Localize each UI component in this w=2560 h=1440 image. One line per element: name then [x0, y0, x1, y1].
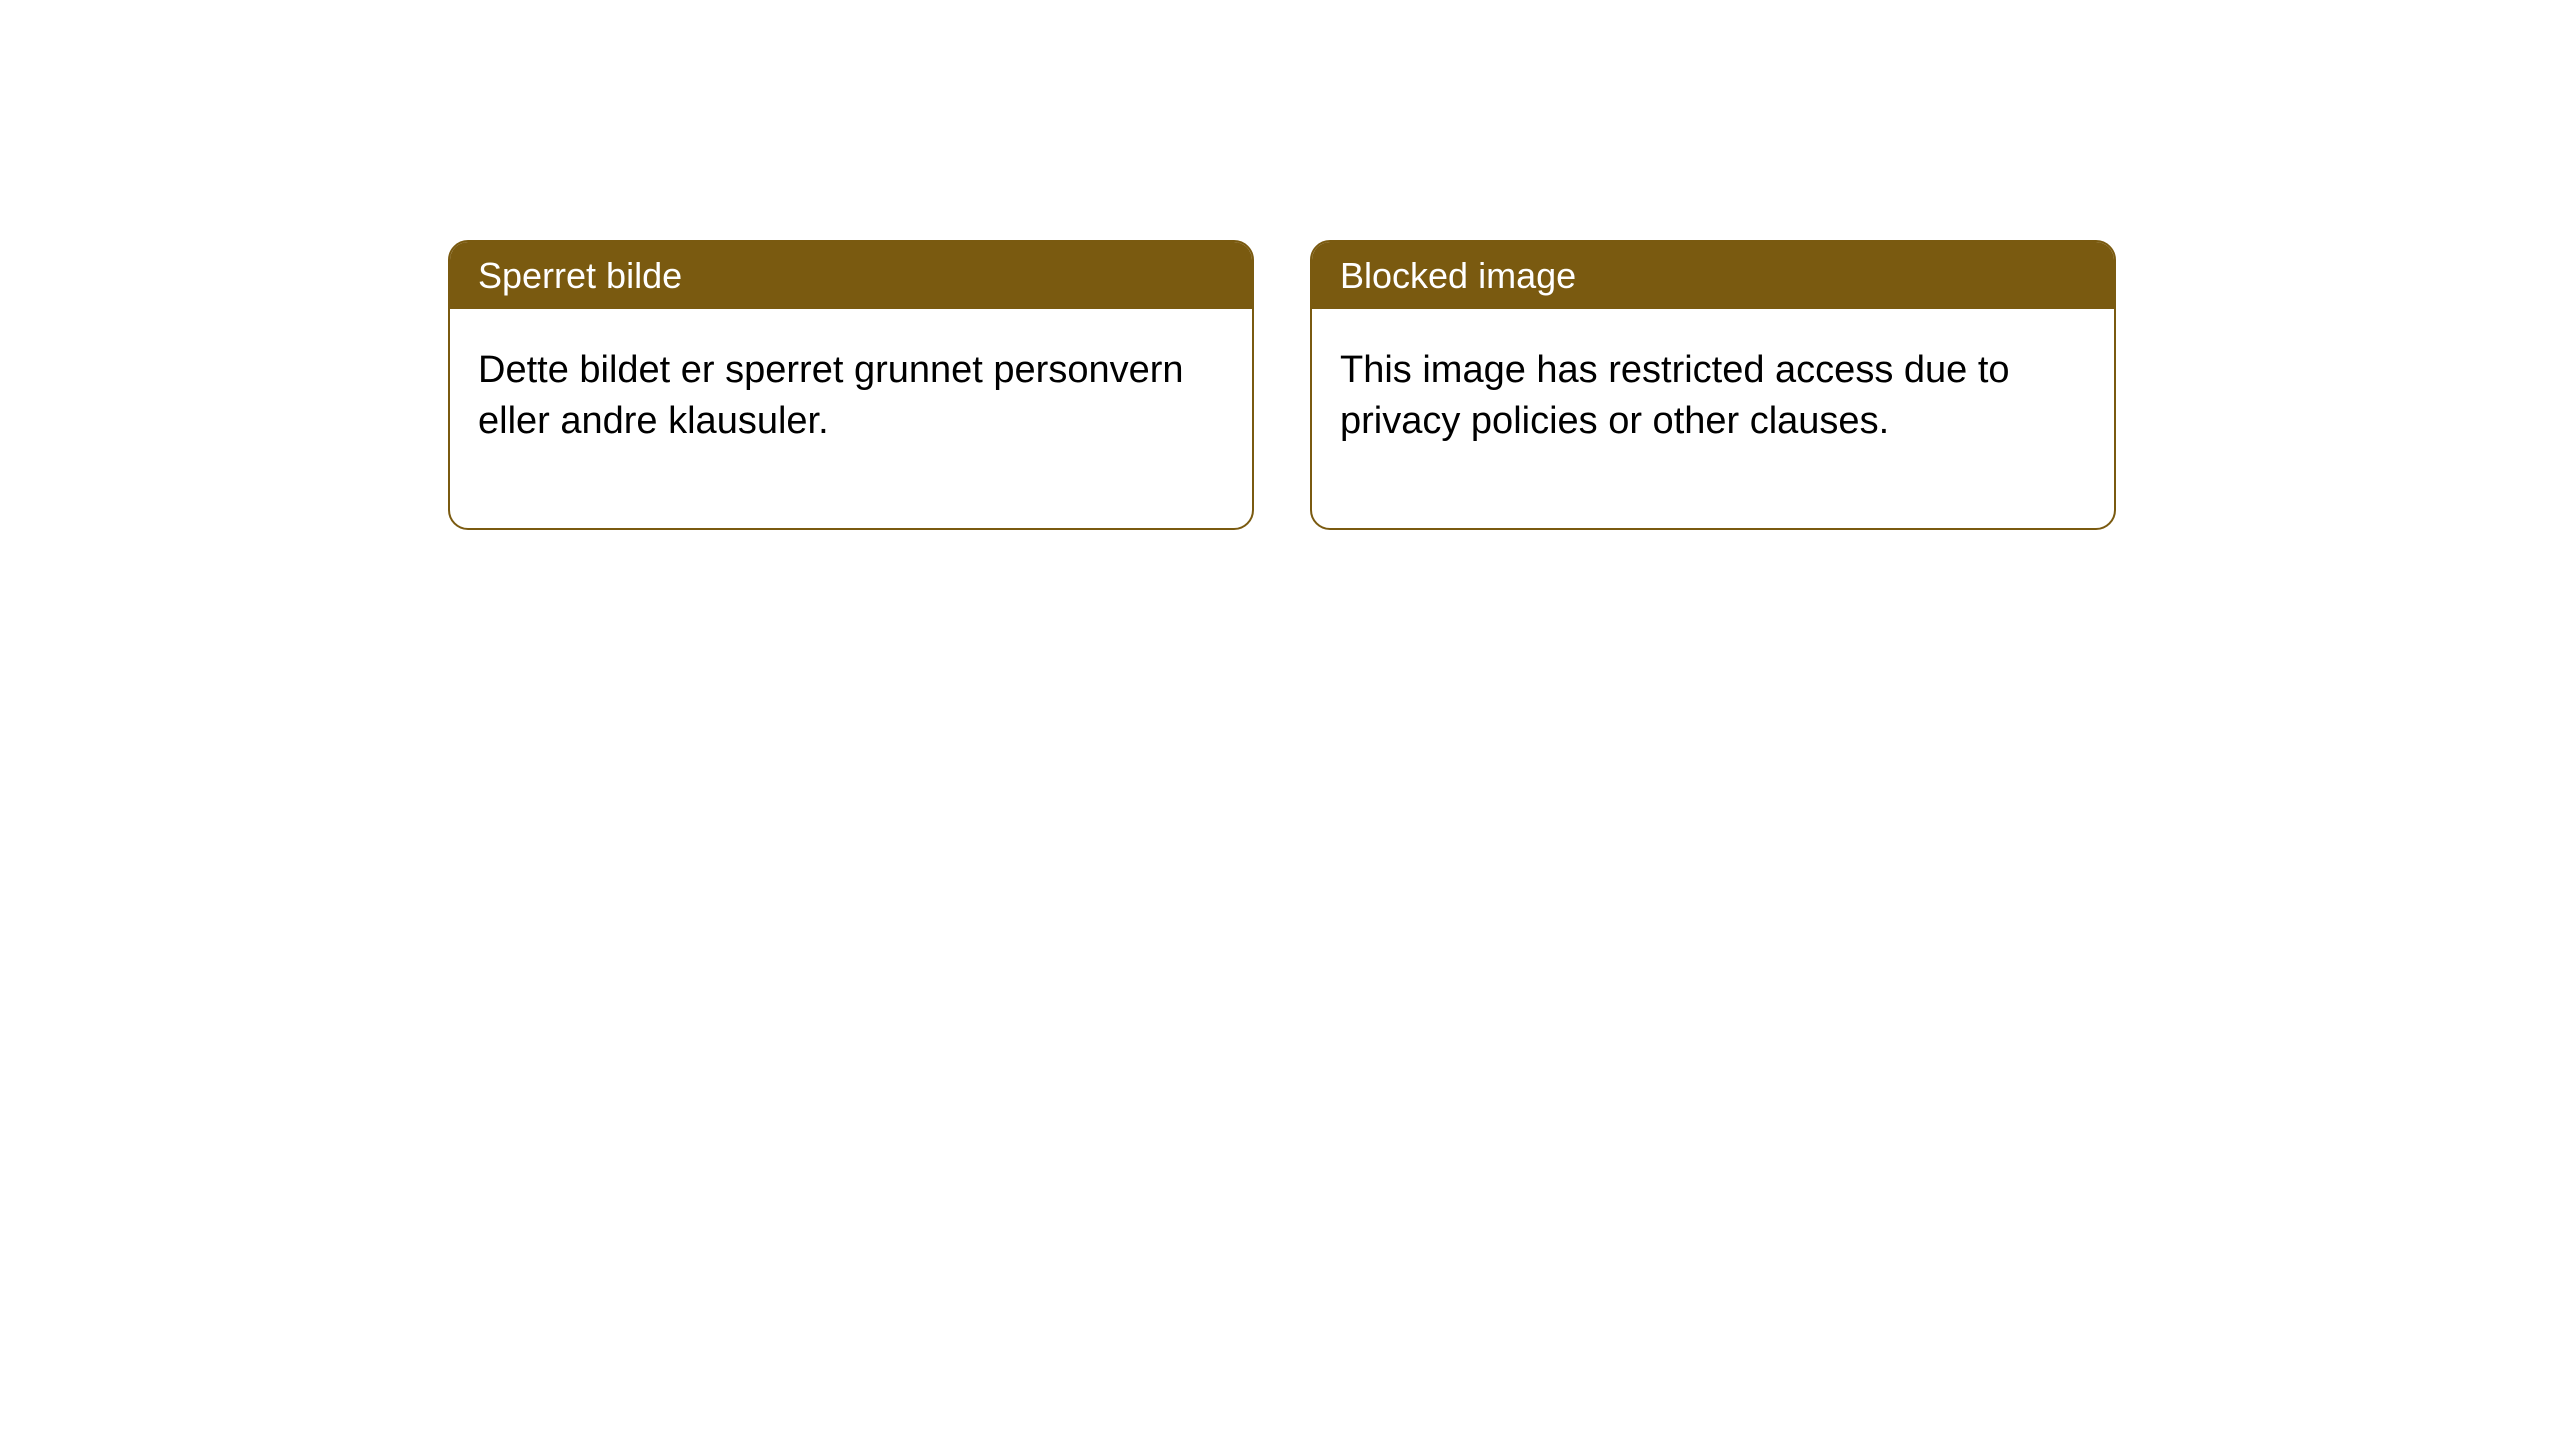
notice-card-title: Sperret bilde [450, 242, 1252, 309]
notice-card-en: Blocked image This image has restricted … [1310, 240, 2116, 530]
notice-card-body: This image has restricted access due to … [1312, 309, 2114, 528]
notice-card-no: Sperret bilde Dette bildet er sperret gr… [448, 240, 1254, 530]
notice-container: Sperret bilde Dette bildet er sperret gr… [0, 0, 2560, 530]
notice-card-title: Blocked image [1312, 242, 2114, 309]
notice-card-body: Dette bildet er sperret grunnet personve… [450, 309, 1252, 528]
